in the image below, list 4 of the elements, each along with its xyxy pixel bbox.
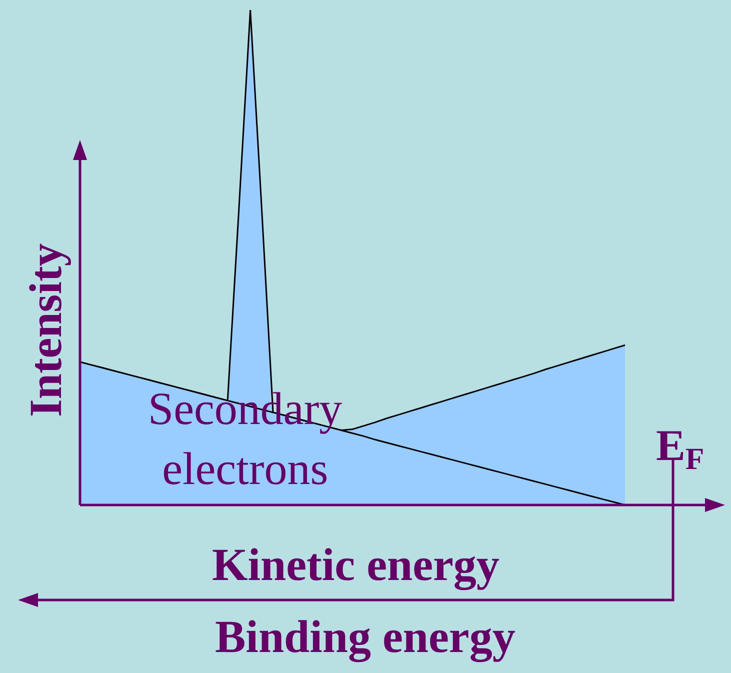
y-axis-title: Intensity [20,243,71,417]
text: Binding energy [215,611,516,663]
x-axis-title: Kinetic energy [212,539,500,591]
text: E$_{F}$ [656,421,704,476]
